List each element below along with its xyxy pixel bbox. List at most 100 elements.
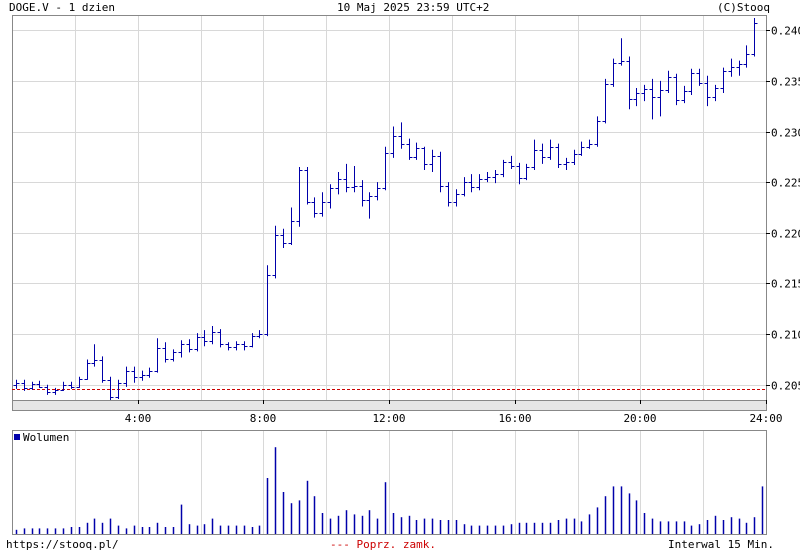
y-tick-label: 0.220 [771,228,800,241]
ohlc-bar [641,84,648,102]
x-tick-label: 20:00 [623,412,656,425]
grid [12,15,766,534]
ohlc-bar [170,349,177,362]
x-tick-label: 4:00 [125,412,152,425]
ohlc-bar [461,177,468,197]
ohlc-bar [327,184,334,209]
ohlc-bar [398,122,405,149]
ohlc-bar [162,342,169,363]
x-tick-label: 12:00 [372,412,405,425]
ohlc-bar [610,58,617,87]
ohlc-bar [618,38,625,66]
ohlc-bar [209,326,216,345]
ohlc-bar [115,379,122,399]
ohlc-bar [359,180,366,207]
ohlc-bar [217,329,224,348]
footer-url[interactable]: https://stooq.pl/ [6,538,119,551]
ohlc-bar [696,68,703,86]
ohlc-bar [256,330,263,339]
ohlc-bar [311,197,318,218]
ohlc-bar [304,166,311,205]
ohlc-bar [374,182,381,201]
prev-close-legend: --- Poprz. zamk. [330,538,436,551]
chart-copyright: (C)Stooq [717,1,770,14]
y-tick-label: 0.205 [771,380,800,393]
ohlc-bar [272,225,279,279]
ohlc-bar [508,155,515,169]
ohlc-bar [107,376,114,400]
ohlc-bar [233,341,240,351]
ohlc-bar [492,170,499,184]
ohlc-bar [602,78,609,124]
ohlc-bar [547,139,554,160]
ohlc-bar [626,56,633,110]
x-tick-label: 16:00 [498,412,531,425]
ohlc-bar [296,166,303,227]
ohlc-bar [139,370,146,381]
ohlc-bar [186,339,193,353]
ohlc-bar [68,381,75,389]
ohlc-bar [673,73,680,106]
y-tick-label: 0.235 [771,76,800,89]
ohlc-bar [36,380,43,388]
ohlc-bar [390,126,397,158]
ohlc-bar [688,68,695,96]
ohlc-bar [264,265,271,337]
ohlc-bar [280,228,287,249]
ohlc-bar [736,60,743,76]
ohlc-bar [539,143,546,164]
ohlc-bar [131,366,138,383]
ohlc-bar [382,146,389,191]
ohlc-bar [531,139,538,171]
ohlc-bar [743,45,750,68]
ohlc-bar [649,78,656,120]
ohlc-bar [586,139,593,149]
ohlc-bar [563,157,570,171]
y-tick-label: 0.225 [771,177,800,190]
y-tick-label: 0.215 [771,278,800,291]
ohlc-bar [523,163,530,181]
ohlc-bar [429,149,436,173]
ohlc-bar [91,344,98,367]
axis-ticks: 0.205 0.210 0.215 0.220 0.225 0.230 0.235 0.240… [125,25,800,426]
ohlc-bar [241,341,248,351]
ohlc-bar [476,174,483,191]
y-tick-label: 0.230 [771,127,800,140]
ohlc-bar [60,381,67,391]
ohlc-bar [484,172,491,183]
ohlc-bar [201,330,208,347]
ohlc-bar [468,174,475,193]
ohlc-bar [178,340,185,358]
ohlc-bar [29,381,36,390]
ohlc-bar [21,379,28,391]
ohlc-bar [421,146,428,171]
ohlc-bar [500,159,507,178]
ohlc-bar [555,143,562,168]
chart-symbol-interval: DOGE.V - 1 dzien [9,1,115,14]
ohlc-bar [343,163,350,193]
ohlc-bar [516,162,523,185]
ohlc-bar [445,182,452,207]
ohlc-bar [319,192,326,217]
ohlc-bars [13,18,758,400]
ohlc-bar [437,151,444,193]
ohlc-bar [728,58,735,77]
ohlc-bar [99,356,106,383]
ohlc-bar [633,87,640,107]
y-tick-label: 0.210 [771,329,800,342]
ohlc-bar [712,84,719,102]
ohlc-bar [406,138,413,160]
ohlc-bar [594,116,601,147]
footer-interval: Interwal 15 Min. [668,538,774,551]
ohlc-bar [351,165,358,193]
ohlc-bar [225,342,232,351]
ohlc-bar [366,192,373,219]
ohlc-bar [84,359,91,380]
y-tick-label: 0.240 [771,25,800,38]
ohlc-bar [665,70,672,94]
volume-frame [12,430,767,535]
ohlc-bar [13,379,20,389]
ohlc-bar [571,149,578,165]
ohlc-bar [704,75,711,107]
